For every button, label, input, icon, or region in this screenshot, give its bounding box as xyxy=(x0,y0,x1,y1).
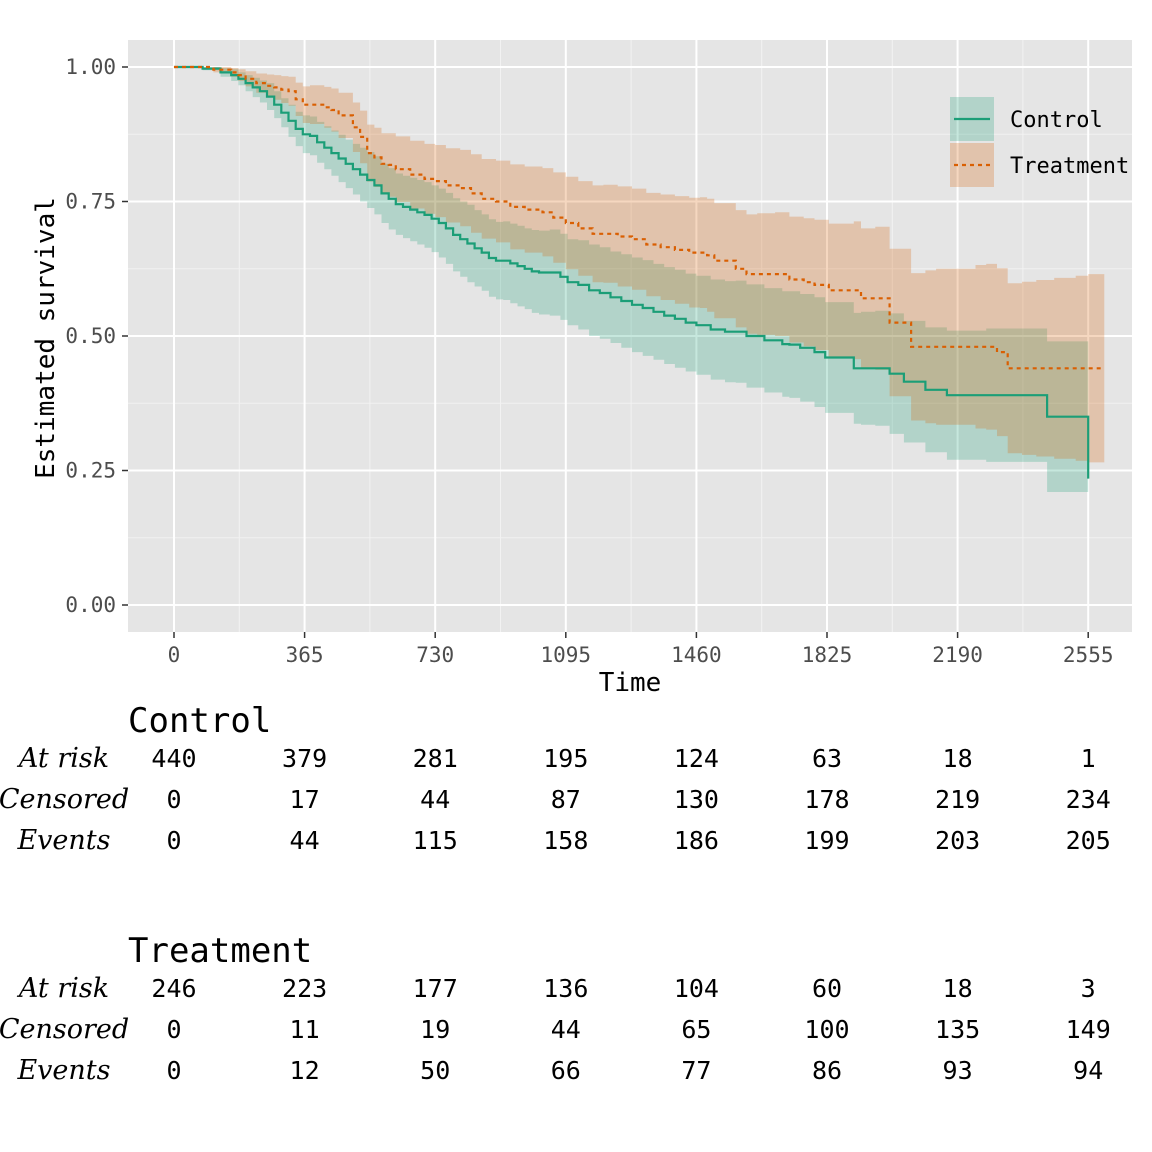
risk-table-row-label: Events xyxy=(16,825,110,856)
x-tick-label: 1825 xyxy=(802,643,853,667)
risk-table-row-label: At risk xyxy=(16,973,109,1004)
risk-table-cell: 44 xyxy=(290,826,320,855)
x-tick-label: 2555 xyxy=(1063,643,1114,667)
y-axis-title: Estimated survival xyxy=(31,197,61,479)
risk-table-cell: 11 xyxy=(290,1015,320,1044)
risk-table-cell: 3 xyxy=(1081,974,1096,1003)
x-tick-label: 0 xyxy=(168,643,181,667)
risk-table-cell: 135 xyxy=(935,1015,980,1044)
risk-table-cell: 65 xyxy=(681,1015,711,1044)
x-tick-label: 365 xyxy=(286,643,324,667)
risk-table-cell: 0 xyxy=(166,1056,181,1085)
y-tick-label: 0.25 xyxy=(65,459,116,483)
risk-table-cell: 50 xyxy=(420,1056,450,1085)
risk-table-cell: 1 xyxy=(1081,744,1096,773)
risk-table-cell: 195 xyxy=(543,744,588,773)
risk-table-cell: 205 xyxy=(1066,826,1111,855)
x-axis-title: Time xyxy=(599,668,662,698)
risk-table-cell: 219 xyxy=(935,785,980,814)
risk-table-cell: 130 xyxy=(674,785,719,814)
risk-table-cell: 18 xyxy=(943,744,973,773)
risk-table-cell: 203 xyxy=(935,826,980,855)
risk-table-cell: 104 xyxy=(674,974,719,1003)
risk-table-cell: 223 xyxy=(282,974,327,1003)
risk-table-cell: 93 xyxy=(943,1056,973,1085)
risk-table-row-label: Censored xyxy=(0,1014,129,1045)
legend-label: Treatment xyxy=(1010,154,1129,179)
risk-table-cell: 17 xyxy=(290,785,320,814)
risk-table-treatment: Treatment At risk 246 223 177 136 104 60 18 3 Cens… xyxy=(0,931,1111,1086)
risk-table-title: Control xyxy=(128,701,271,741)
risk-table-cell: 19 xyxy=(420,1015,450,1044)
risk-table-cell: 86 xyxy=(812,1056,842,1085)
y-tick-label: 0.50 xyxy=(65,324,116,348)
risk-table-cell: 63 xyxy=(812,744,842,773)
y-tick-label: 0.75 xyxy=(65,190,116,214)
risk-table-cell: 18 xyxy=(943,974,973,1003)
risk-table-row-label: Censored xyxy=(0,784,129,815)
confidence-band-control xyxy=(174,67,1089,557)
x-tick-label: 730 xyxy=(416,643,454,667)
risk-table-cell: 379 xyxy=(282,744,327,773)
x-tick-label: 1095 xyxy=(541,643,592,667)
risk-table-cell: 12 xyxy=(290,1056,320,1085)
risk-table-cell: 0 xyxy=(166,826,181,855)
risk-table-cell: 66 xyxy=(551,1056,581,1085)
survival-curve-treatment xyxy=(174,65,1105,370)
risk-table-row-label: Events xyxy=(16,1055,110,1086)
risk-table-cell: 100 xyxy=(804,1015,849,1044)
risk-table-title: Treatment xyxy=(128,931,312,971)
risk-table-cell: 246 xyxy=(151,974,196,1003)
confidence-band-treatment xyxy=(174,67,1105,463)
x-tick-label: 2190 xyxy=(932,643,983,667)
legend: Control Treatment xyxy=(950,97,1129,187)
risk-table-cell: 158 xyxy=(543,826,588,855)
risk-table-cell: 87 xyxy=(551,785,581,814)
risk-table-cell: 124 xyxy=(674,744,719,773)
risk-table-cell: 199 xyxy=(804,826,849,855)
risk-table-cell: 281 xyxy=(413,744,458,773)
risk-table-cell: 177 xyxy=(413,974,458,1003)
survival-curve-control xyxy=(174,65,1090,479)
risk-table-cell: 77 xyxy=(681,1056,711,1085)
risk-table-cell: 115 xyxy=(413,826,458,855)
risk-table-cell: 136 xyxy=(543,974,588,1003)
risk-table-cell: 178 xyxy=(804,785,849,814)
risk-table-cell: 44 xyxy=(551,1015,581,1044)
risk-table-cell: 0 xyxy=(166,1015,181,1044)
risk-table-row-label: At risk xyxy=(16,743,109,774)
risk-table-cell: 149 xyxy=(1066,1015,1111,1044)
risk-table-cell: 186 xyxy=(674,826,719,855)
risk-table-cell: 94 xyxy=(1073,1056,1103,1085)
risk-table-cell: 440 xyxy=(151,744,196,773)
grid-lines xyxy=(128,40,1132,632)
risk-table-cell: 0 xyxy=(166,785,181,814)
risk-table-cell: 60 xyxy=(812,974,842,1003)
risk-table-cell: 44 xyxy=(420,785,450,814)
risk-table-cell: 234 xyxy=(1066,785,1111,814)
legend-label: Control xyxy=(1010,108,1103,133)
x-tick-label: 1460 xyxy=(671,643,722,667)
y-tick-label: 1.00 xyxy=(65,55,116,79)
y-tick-label: 0.00 xyxy=(65,593,116,617)
